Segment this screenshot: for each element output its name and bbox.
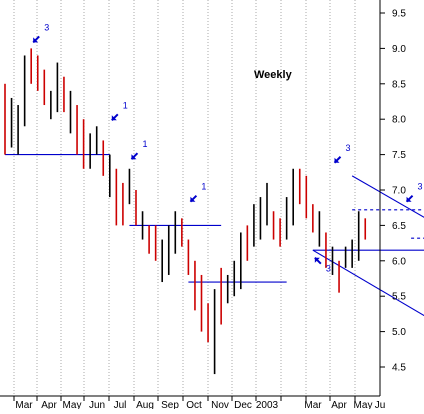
y-tick-label: 6.0 xyxy=(392,256,406,267)
x-tick-label: May xyxy=(63,400,82,409)
x-tick-label: Jul xyxy=(114,400,127,409)
wave-annotation: 3 xyxy=(314,257,331,274)
arrow-head-icon xyxy=(131,154,137,160)
arrow-head-icon xyxy=(334,157,340,163)
x-tick-label: May xyxy=(354,400,373,409)
trend-line xyxy=(351,175,424,218)
wave-annotation: 1 xyxy=(189,182,206,203)
x-tick-label: Jun xyxy=(89,400,105,409)
axes-layer: 4.5 5.0 5.5 6.0 6.5 7.0 7.5 8.0 8.5 9.0 9.5 Mar Apr M… xyxy=(0,0,406,411)
x-tick-label: Apr xyxy=(331,400,347,409)
wave-label: 3 xyxy=(326,264,331,274)
y-tick-label: 8.5 xyxy=(392,79,406,90)
y-tick-label: 6.5 xyxy=(392,221,406,232)
x-tick-label: Oct xyxy=(186,400,202,409)
x-tick-label: Mar xyxy=(304,400,322,409)
wave-annotation: 1 xyxy=(130,139,147,160)
x-tick-label: Apr xyxy=(41,400,57,409)
x-tick-label: Aug xyxy=(136,400,154,409)
chart-title: Weekly xyxy=(254,69,293,81)
wave-label: 1 xyxy=(201,182,206,192)
wave-annotation: 3 xyxy=(32,22,49,44)
x-tick-label: Nov xyxy=(211,400,229,409)
x-tick-label: Sep xyxy=(161,400,179,409)
arrow-head-icon xyxy=(33,37,39,43)
wave-label: 3 xyxy=(418,182,423,192)
arrow-head-icon xyxy=(314,257,320,263)
y-tick-label: 5.5 xyxy=(392,292,406,303)
wave-annotation: 3 xyxy=(405,182,423,203)
wave-label: 1 xyxy=(142,139,147,149)
y-tick-label: 9.0 xyxy=(392,44,406,55)
y-tick-label: 7.5 xyxy=(392,150,406,161)
y-tick-label: 8.0 xyxy=(392,115,406,126)
arrow-head-icon xyxy=(406,196,412,202)
wave-annotation: 1 xyxy=(111,100,128,121)
arrow-head-icon xyxy=(111,115,117,121)
price-bars-layer xyxy=(4,48,367,375)
wave-label: 3 xyxy=(346,143,351,153)
y-tick-label: 5.0 xyxy=(392,327,406,338)
y-tick-label: 7.0 xyxy=(392,186,406,197)
wave-label: 3 xyxy=(44,22,49,32)
x-tick-label: 2003 xyxy=(256,400,279,409)
x-tick-label: Ju xyxy=(375,400,386,409)
y-tick-label: 9.5 xyxy=(392,9,406,20)
wave-label: 1 xyxy=(123,100,128,110)
wave-annotation: 3 xyxy=(333,143,351,164)
grid-layer xyxy=(13,0,356,396)
x-tick-label: Mar xyxy=(15,400,33,409)
y-tick-label: 4.5 xyxy=(392,363,406,374)
arrow-head-icon xyxy=(190,196,196,202)
trend-line xyxy=(312,249,424,317)
annotations-layer: 3 1 1 1 3 3 3 xyxy=(32,22,423,274)
x-tick-label: Dec xyxy=(234,400,252,409)
